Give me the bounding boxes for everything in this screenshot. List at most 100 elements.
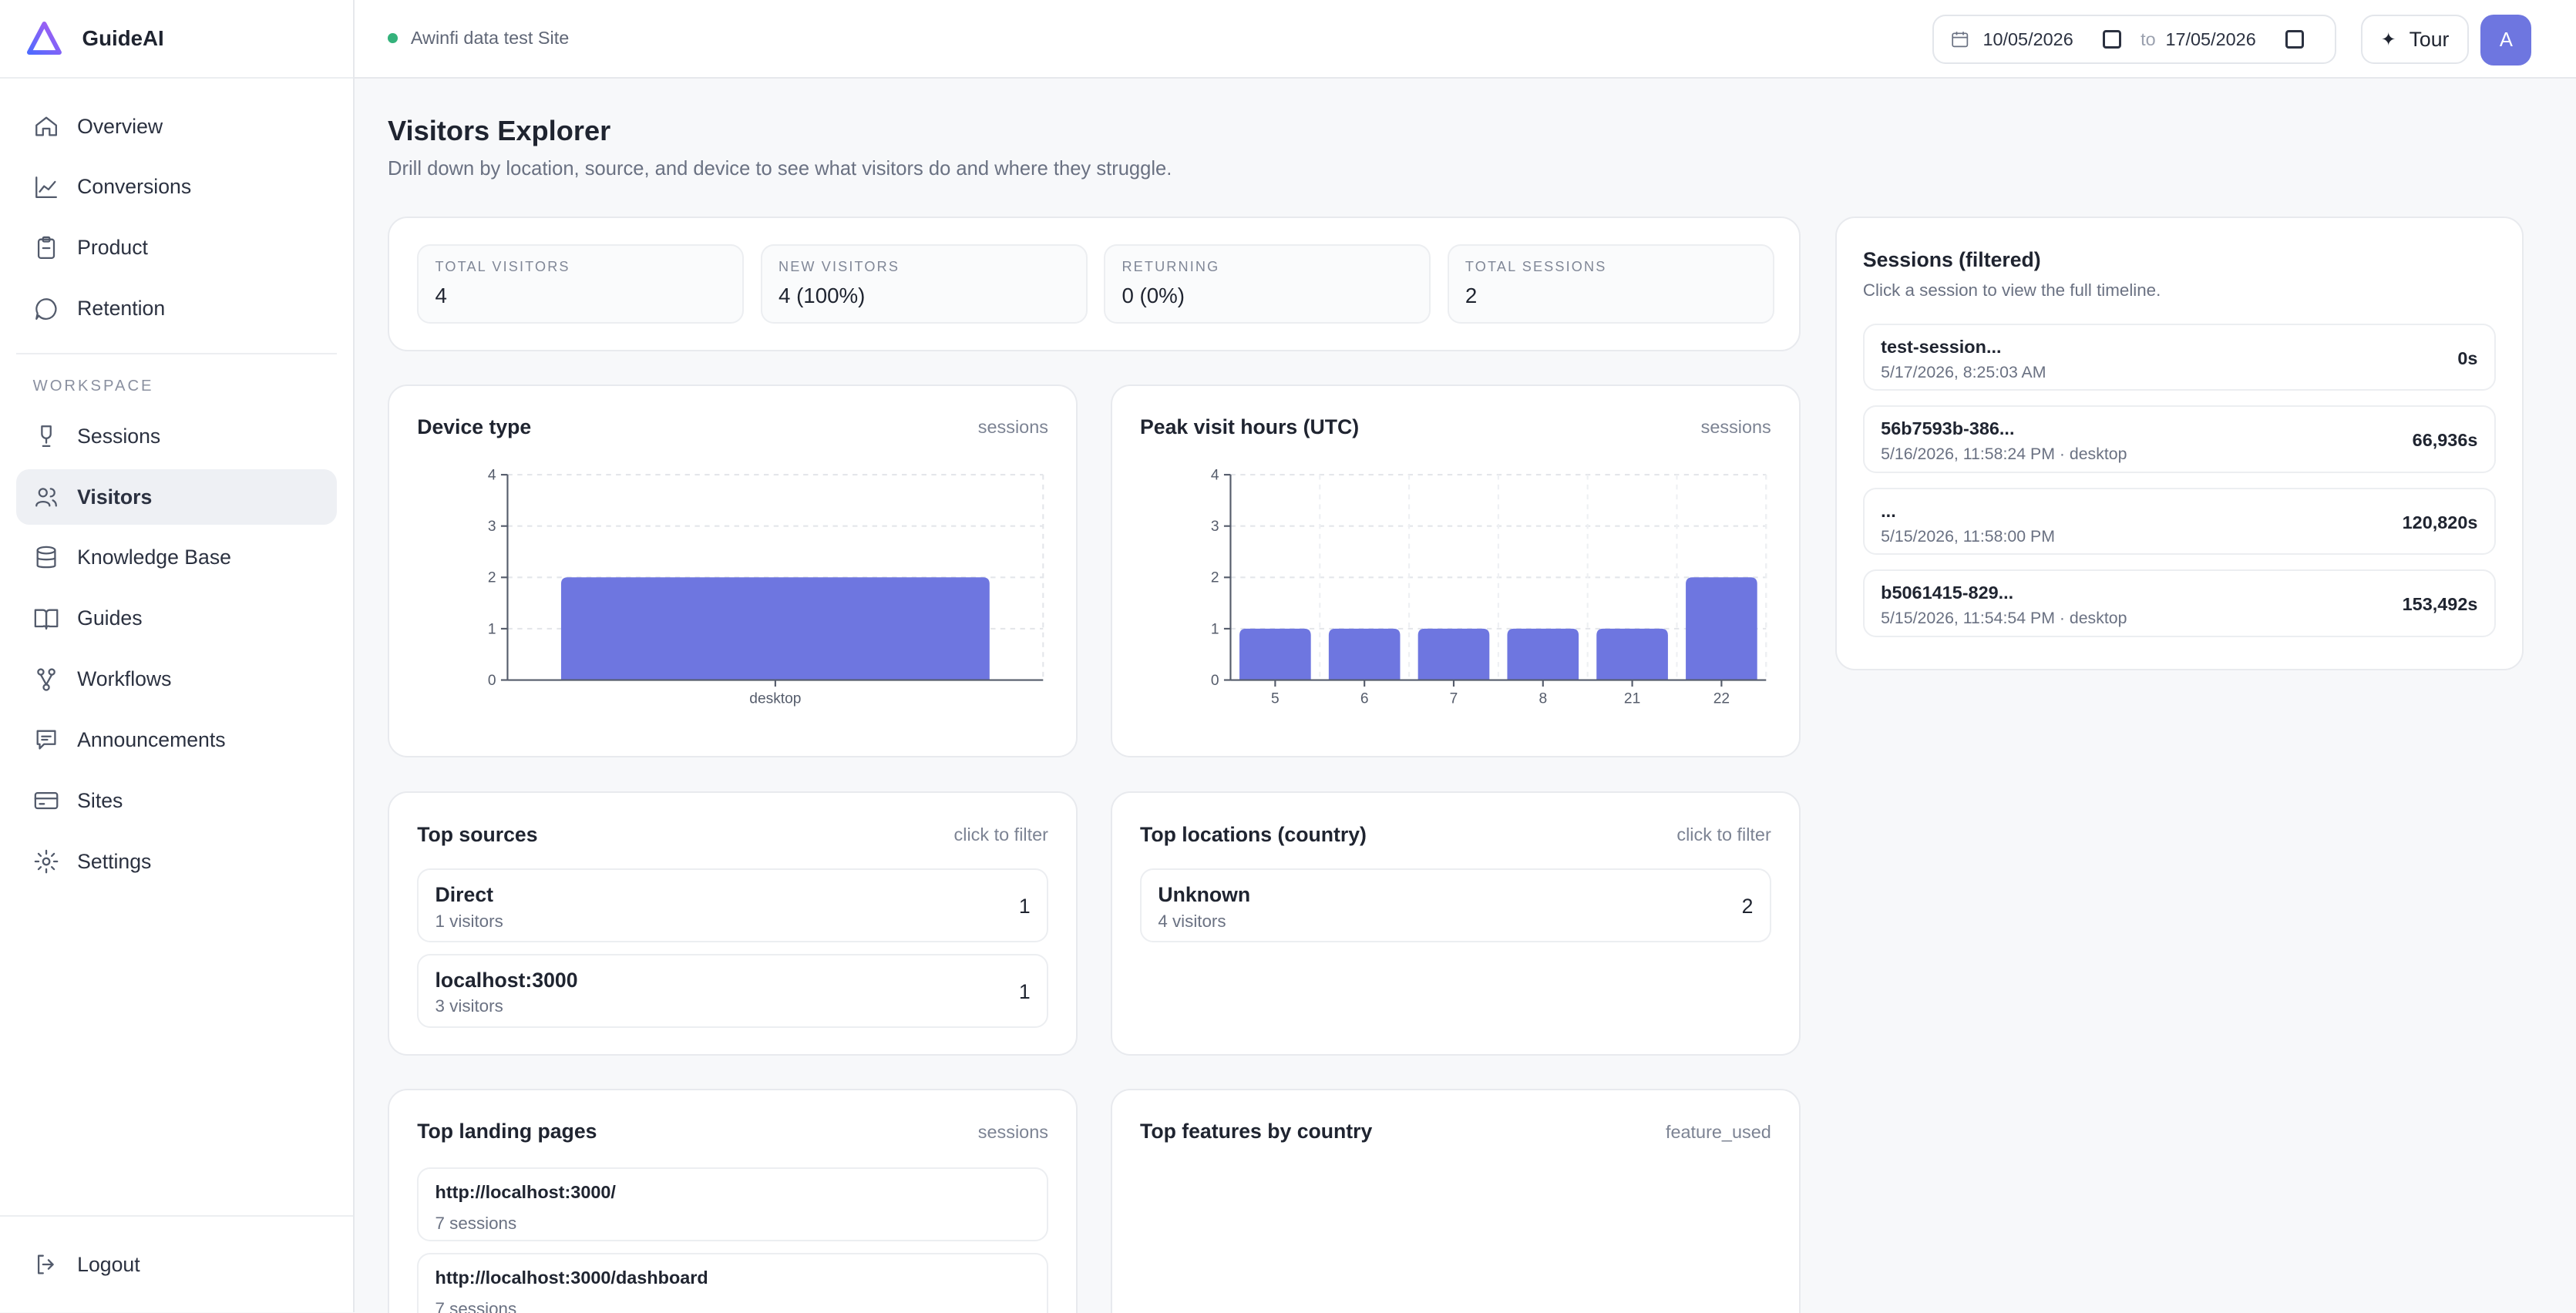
sidebar-item-conversions[interactable]: Conversions (16, 160, 337, 215)
source-count: 1 (1018, 895, 1031, 918)
sidebar-item-sites[interactable]: Sites (16, 773, 337, 828)
site-name: Awinfi data test Site (410, 28, 570, 49)
book-icon (34, 609, 59, 630)
y-tick-label: 4 (488, 467, 496, 483)
sessions-panel-subtitle: Click a session to view the full timelin… (1862, 280, 2161, 301)
x-tick-label: desktop (749, 690, 801, 707)
sidebar-item-guides[interactable]: Guides (16, 591, 337, 646)
session-id: 56b7593b-386... (1881, 418, 2015, 439)
primary-nav: Overview Conversions Product Retention (0, 79, 353, 337)
site-selector[interactable]: Awinfi data test Site (388, 28, 569, 49)
location-name: Unknown (1158, 883, 1251, 907)
y-tick-label: 1 (1211, 621, 1219, 637)
sidebar-item-sessions[interactable]: Sessions (16, 408, 337, 464)
top-locations-card: Top locations (country) click to filter … (1110, 791, 1801, 1056)
landing-page-row[interactable]: http://localhost:3000/dashboard 7 sessio… (417, 1253, 1048, 1313)
session-meta: 5/15/2026, 11:54:54 PM · desktop (1881, 609, 2127, 628)
sparkle-icon: ✦ (2380, 29, 2396, 50)
calendar-picker-icon[interactable] (2103, 30, 2121, 49)
landing-page-row[interactable]: http://localhost:3000/ 7 sessions (417, 1167, 1048, 1242)
bar (1596, 628, 1668, 680)
status-dot (388, 33, 398, 44)
y-tick-label: 0 (488, 673, 496, 689)
credit-card-icon (34, 792, 59, 810)
trophy-icon (40, 425, 52, 448)
logout-button[interactable]: Logout (16, 1237, 337, 1292)
workspace-nav: Sessions Visitors Knowledge Base Guides … (0, 408, 353, 889)
avatar[interactable]: A (2480, 15, 2532, 66)
location-count: 2 (1741, 895, 1754, 918)
brand[interactable]: GuideAI (0, 0, 354, 79)
stat-value: 4 (435, 284, 447, 308)
session-row[interactable]: 56b7593b-386... 5/16/2026, 11:58:24 PM ·… (1862, 405, 2496, 473)
session-meta: 5/17/2026, 8:25:03 AM (1881, 362, 2046, 381)
sidebar-item-label: Conversions (77, 175, 192, 199)
source-row-localhost[interactable]: localhost:3000 3 visitors 1 (417, 954, 1048, 1029)
sidebar-item-label: Knowledge Base (77, 546, 231, 569)
session-duration: 66,936s (2412, 430, 2478, 451)
top-features-card: Top features by country feature_used (1110, 1089, 1801, 1313)
calendar-picker-icon[interactable] (2285, 30, 2304, 49)
date-to-input[interactable]: 17/05/2026 (2165, 29, 2304, 50)
sidebar-item-overview[interactable]: Overview (16, 99, 337, 154)
card-hint: sessions (1700, 417, 1771, 438)
topbar: Awinfi data test Site 10/05/2026 to 17/0… (355, 0, 2576, 79)
logout-area: Logout (0, 1215, 354, 1312)
card-hint: feature_used (1665, 1121, 1771, 1142)
top-landing-pages-card: Top landing pages sessions http://localh… (388, 1089, 1078, 1313)
card-title: Peak visit hours (UTC) (1140, 415, 1360, 439)
source-name: localhost:3000 (435, 969, 578, 992)
sidebar-item-product[interactable]: Product (16, 220, 337, 276)
date-to-value: 17/05/2026 (2165, 29, 2256, 49)
database-icon (36, 546, 56, 569)
peak-hours-card: Peak visit hours (UTC) sessions 5 6 7 8 21 22… (1110, 384, 1801, 757)
sidebar-item-label: Visitors (77, 485, 153, 509)
x-tick-label: 8 (1539, 690, 1547, 707)
landing-page-sessions: 7 sessions (435, 1298, 517, 1313)
workspace-section-label: WORKSPACE (32, 377, 154, 395)
clipboard-icon (37, 236, 55, 259)
peak-hours-chart: 5 6 7 8 21 22 0 1 2 3 4 (1211, 467, 1767, 707)
page-title: Visitors Explorer (388, 115, 611, 147)
page-subtitle: Drill down by location, source, and devi… (388, 157, 1172, 180)
bar (1328, 628, 1401, 680)
x-tick-label: 22 (1713, 690, 1730, 707)
sidebar-item-label: Retention (77, 297, 166, 321)
session-duration: 120,820s (2402, 512, 2478, 532)
sidebar-item-settings[interactable]: Settings (16, 834, 337, 889)
home-icon (35, 116, 57, 136)
source-row-direct[interactable]: Direct 1 visitors 1 (417, 868, 1048, 943)
click-to-filter-hint: click to filter (953, 824, 1048, 845)
landing-page-url: http://localhost:3000/ (435, 1182, 616, 1203)
date-from-input[interactable]: 10/05/2026 (1982, 29, 2121, 50)
session-row[interactable]: b5061415-829... 5/15/2026, 11:54:54 PM ·… (1862, 569, 2496, 637)
session-meta: 5/16/2026, 11:58:24 PM · desktop (1881, 445, 2127, 464)
bar (560, 577, 990, 680)
landing-page-sessions: 7 sessions (435, 1213, 517, 1233)
y-tick-label: 3 (1211, 519, 1219, 535)
location-row-unknown[interactable]: Unknown 4 visitors 2 (1140, 868, 1771, 943)
sidebar-item-announcements[interactable]: Announcements (16, 712, 337, 767)
sidebar-item-retention[interactable]: Retention (16, 280, 337, 336)
tour-button[interactable]: ✦ Tour (2360, 15, 2470, 65)
chat-bubble-icon (35, 297, 57, 320)
top-sources-card: Top sources click to filter Direct 1 vis… (388, 791, 1078, 1056)
bar (1507, 628, 1579, 680)
logout-icon (37, 1254, 54, 1274)
session-row[interactable]: ... 5/15/2026, 11:58:00 PM 120,820s (1862, 487, 2496, 556)
bar (1239, 628, 1311, 680)
workflow-icon (36, 667, 55, 691)
location-visitors: 4 visitors (1158, 911, 1226, 931)
x-tick-label: 21 (1624, 690, 1640, 707)
x-tick-label: 5 (1271, 690, 1280, 707)
guideai-logo-icon (27, 21, 62, 55)
bar (1417, 628, 1490, 680)
sidebar-item-knowledge-base[interactable]: Knowledge Base (16, 530, 337, 586)
sidebar-item-visitors[interactable]: Visitors (16, 468, 338, 526)
session-row[interactable]: test-session... 5/17/2026, 8:25:03 AM 0s (1862, 323, 2496, 391)
stat-value: 2 (1465, 284, 1478, 308)
source-visitors: 3 visitors (435, 996, 503, 1016)
sidebar: GuideAI Overview Conversions Product Ret… (0, 0, 355, 1312)
sidebar-item-workflows[interactable]: Workflows (16, 651, 337, 707)
stat-value: 0 (0%) (1122, 284, 1185, 308)
